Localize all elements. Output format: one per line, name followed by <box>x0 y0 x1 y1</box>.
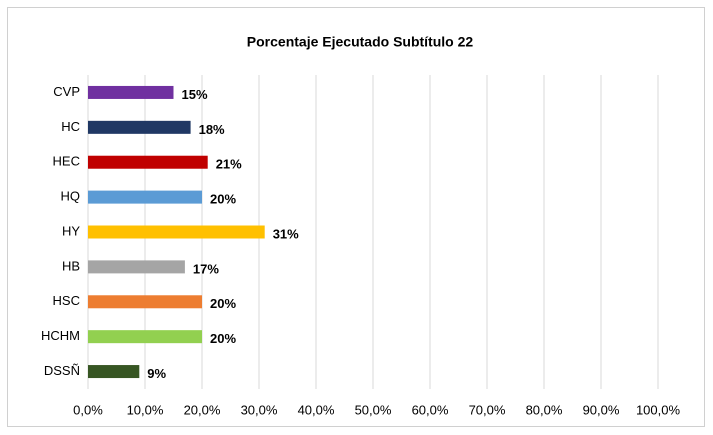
bar <box>88 295 202 309</box>
data-label: 18% <box>199 122 225 137</box>
bar <box>88 330 202 344</box>
x-tick-label: 50,0% <box>355 402 392 417</box>
data-label: 15% <box>182 87 208 102</box>
y-tick-label: HY <box>62 223 80 238</box>
x-tick-label: 70,0% <box>469 402 506 417</box>
x-tick-label: 0,0% <box>73 402 103 417</box>
y-tick-label: HQ <box>61 189 81 204</box>
x-tick-label: 100,0% <box>636 402 681 417</box>
x-tick-label: 60,0% <box>412 402 449 417</box>
chart-title: Porcentaje Ejecutado Subtítulo 22 <box>247 34 474 50</box>
bar <box>88 120 191 134</box>
y-tick-label: HB <box>62 258 80 273</box>
x-tick-label: 20,0% <box>184 402 221 417</box>
y-tick-label: HCHM <box>41 328 80 343</box>
x-tick-label: 30,0% <box>241 402 278 417</box>
data-label: 31% <box>273 226 299 241</box>
x-tick-label: 90,0% <box>583 402 620 417</box>
bar <box>88 85 174 99</box>
data-label: 17% <box>193 261 219 276</box>
bar <box>88 260 185 274</box>
x-tick-label: 80,0% <box>526 402 563 417</box>
y-tick-label: HSC <box>53 293 80 308</box>
y-tick-label: HEC <box>53 154 80 169</box>
data-label: 20% <box>210 331 236 346</box>
bar <box>88 225 265 239</box>
bar <box>88 190 202 204</box>
x-tick-label: 10,0% <box>127 402 164 417</box>
y-tick-label: DSSÑ <box>44 363 80 378</box>
bar <box>88 365 140 379</box>
chart-border <box>7 7 705 427</box>
data-label: 20% <box>210 192 236 207</box>
data-label: 21% <box>216 157 242 172</box>
bar <box>88 155 208 169</box>
data-label: 20% <box>210 296 236 311</box>
y-tick-label: HC <box>61 119 80 134</box>
y-tick-label: CVP <box>53 84 80 99</box>
x-tick-label: 40,0% <box>298 402 335 417</box>
data-label: 9% <box>147 366 166 381</box>
